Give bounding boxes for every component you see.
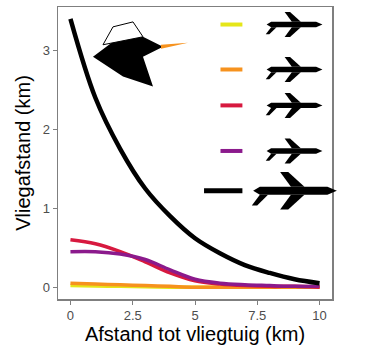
svg-text:2: 2 [43, 122, 50, 137]
svg-text:0: 0 [67, 308, 74, 323]
svg-text:1: 1 [43, 201, 50, 216]
svg-text:3: 3 [43, 43, 50, 58]
svg-text:2.5: 2.5 [124, 308, 142, 323]
svg-text:Vliegafstand (km): Vliegafstand (km) [12, 75, 34, 231]
svg-text:10: 10 [312, 308, 326, 323]
svg-text:5: 5 [191, 308, 198, 323]
svg-text:Afstand tot vliegtuig (km): Afstand tot vliegtuig (km) [85, 323, 305, 345]
svg-text:7.5: 7.5 [248, 308, 266, 323]
svg-text:0: 0 [43, 280, 50, 295]
